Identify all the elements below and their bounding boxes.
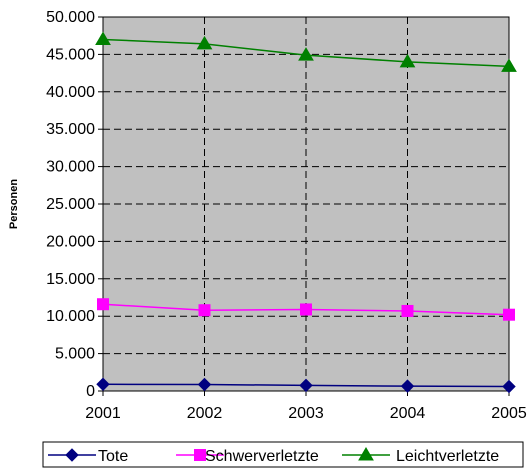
data-point-tote xyxy=(197,377,212,392)
x-tick-label: 2004 xyxy=(390,405,426,422)
y-tick-label: 15.000 xyxy=(46,271,95,288)
y-tick-label: 10.000 xyxy=(46,308,95,325)
data-point-schwerverletzte xyxy=(300,303,312,316)
data-point-leichtverletzte xyxy=(196,35,213,50)
data-point-leichtverletzte xyxy=(399,53,416,68)
legend-label-tote: Tote xyxy=(98,448,128,465)
y-tick-label: 40.000 xyxy=(46,84,95,101)
data-point-schwerverletzte xyxy=(97,298,109,311)
legend-marker-leichtverletzte xyxy=(358,447,374,461)
y-tick-label: 35.000 xyxy=(46,121,95,138)
data-point-leichtverletzte xyxy=(501,58,517,72)
y-tick-label: 0 xyxy=(86,383,95,400)
y-tick-label: 25.000 xyxy=(46,196,95,213)
y-tick-label: 30.000 xyxy=(46,159,95,176)
x-tick-label: 2003 xyxy=(288,405,324,422)
data-point-schwerverletzte xyxy=(401,304,414,317)
y-tick-label: 50.000 xyxy=(46,9,95,26)
data-point-tote xyxy=(502,379,516,394)
legend: Tote Schwerverletzte Leichtverletzte xyxy=(42,441,524,468)
y-tick-label: 45.000 xyxy=(46,46,95,63)
legend-box xyxy=(42,441,524,468)
y-axis-label: Personen xyxy=(8,179,20,229)
x-tick-label: 2005 xyxy=(491,405,527,422)
data-point-tote xyxy=(96,377,110,391)
series-schwerverletzte xyxy=(97,298,515,321)
data-point-tote xyxy=(299,378,313,393)
data-point-leichtverletzte xyxy=(298,47,314,61)
x-tick-label: 2001 xyxy=(85,405,121,422)
y-tick-label: 20.000 xyxy=(46,233,95,250)
x-tick-label: 2002 xyxy=(187,405,223,422)
data-point-leichtverletzte xyxy=(95,31,111,45)
data-point-schwerverletzte xyxy=(198,304,211,317)
data-point-schwerverletzte xyxy=(503,308,515,321)
y-tick-label: 5.000 xyxy=(55,346,95,363)
series-tote xyxy=(96,377,516,394)
data-point-tote xyxy=(400,379,415,393)
legend-label-schwerverletzte: Schwerverletzte xyxy=(205,448,319,465)
series-leichtverletzte xyxy=(95,31,517,72)
legend-marker-schwerverletzte xyxy=(194,449,206,461)
legend-label-leichtverletzte: Leichtverletzte xyxy=(396,448,499,465)
legend-marker-tote xyxy=(65,448,79,462)
